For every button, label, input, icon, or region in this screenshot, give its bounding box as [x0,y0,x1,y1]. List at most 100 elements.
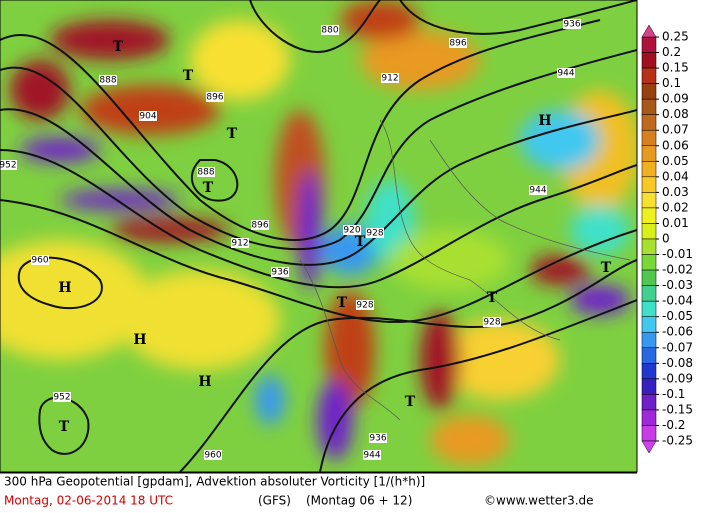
colorbar-band [641,347,657,364]
colorbar-label: 0.25 [662,30,689,44]
colorbar-label: -0.15 [662,402,693,416]
contour-label: 912 [381,74,398,84]
contour-label: 936 [271,268,288,278]
colorbar-label: -0.07 [662,340,693,354]
colorbar-band [641,207,657,224]
footer-model: (GFS) [258,494,291,508]
colorbar-label: 0.07 [662,123,689,137]
label-box [99,75,117,85]
vorticity-field [0,0,637,465]
colorbar-band [641,114,657,131]
label-box [363,450,381,460]
vorticity-blob [365,180,415,260]
colorbar-band [641,161,657,178]
map-labels: T T T T T T T T T T H H H H 912 912 880 888 888 896 896 896 90… [0,19,612,461]
vorticity-blob [20,138,100,162]
label-box [251,220,269,230]
pressure-system: T [113,39,124,55]
contour-label: 888 [197,168,214,178]
label-box [321,25,339,35]
vorticity-blob [60,190,180,210]
vorticity-blob [430,415,510,465]
contour-label: 944 [557,69,574,79]
colorbar-band [641,192,657,209]
label-box [449,38,467,48]
colorbar-band [641,129,657,147]
pressure-system: H [538,113,551,129]
contour-label: 936 [563,20,580,30]
colorbar-label: -0.2 [662,418,685,432]
colorbar-label: -0.06 [662,325,693,339]
vorticity-blob [255,375,285,425]
contour-label: 928 [366,229,383,239]
vorticity-blob [120,270,280,370]
vorticity-blob [10,60,70,120]
label-box [343,225,361,235]
vorticity-blob [340,0,420,40]
colorbar-band [641,223,657,240]
contour-label: 960 [31,256,48,266]
colorbar-band [641,285,657,302]
colorbar-label: -0.01 [662,247,693,261]
contour-label: 944 [529,186,546,196]
colorbar-label: -0.03 [662,278,693,292]
colorbar-band [641,331,657,349]
label-box [483,317,501,327]
colorbar-band [641,363,657,380]
pressure-system: T [337,295,348,311]
pressure-system: H [133,332,146,348]
colorbar-label: 0.04 [662,169,689,183]
vorticity-blob [190,20,290,100]
vorticity-blob [530,255,590,285]
label-box [206,92,224,102]
contour-label: 880 [321,26,338,36]
vorticity-blob [420,310,460,410]
pressure-system: T [227,126,238,142]
vorticity-blob [570,285,630,315]
contour-label: 944 [363,451,380,461]
vorticity-blob [298,170,322,290]
label-box [139,111,157,121]
colorbar-label: 0.01 [662,216,689,230]
vorticity-blob [570,205,630,255]
colorbar-label: 0.09 [662,92,689,106]
vorticity-blob [520,110,600,170]
label-box [366,228,384,238]
colorbar-label: 0.02 [662,200,689,214]
pressure-system: H [58,280,71,296]
label-box [204,450,222,460]
colorbar-label: 0.15 [662,61,689,75]
colorbar-band [641,269,657,286]
colorbar-label: -0.1 [662,387,685,401]
coastlines [299,119,631,421]
label-box [53,392,71,402]
colorbar-label: -0.09 [662,371,693,385]
colorbar-arrow [641,24,657,38]
pressure-system: T [183,68,194,84]
footer-run: (Montag 06 + 12) [306,494,412,508]
contour-label: 928 [483,318,500,328]
label-box [356,300,374,310]
contour-label: 936 [369,434,386,444]
vorticity-blob [0,240,150,360]
map-frame [0,0,638,473]
contour-label: 960 [204,451,221,461]
label-box [563,19,581,29]
contour-label: 952 [0,161,17,171]
footer-copyright: ©www.wetter3.de [484,494,594,508]
label-box [557,68,575,78]
colorbar-label: 0.2 [662,45,681,59]
colorbar-band [641,300,657,317]
colorbar-arrow [641,440,657,454]
colorbar-label: 0.05 [662,154,689,168]
label-box [369,433,387,443]
colorbar-band [641,98,657,115]
pressure-system: T [601,260,612,276]
colorbar-label: 0 [662,232,670,246]
colorbar-label: -0.05 [662,309,693,323]
colorbar-band [641,145,657,162]
contour-label: 920 [343,226,360,236]
pressure-system: T [487,290,498,306]
pressure-system: T [203,180,214,196]
